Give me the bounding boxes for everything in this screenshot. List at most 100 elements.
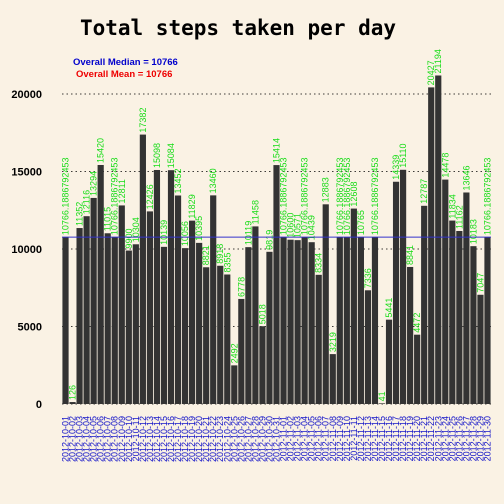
value-label: 14478 (440, 153, 450, 178)
x-tick-label: 2012-11-21 (419, 416, 429, 461)
value-label: 10395 (194, 216, 204, 241)
x-tick-label: 2012-10-22 (208, 416, 218, 462)
value-label: 4472 (412, 313, 422, 333)
bar (224, 274, 231, 404)
bar (392, 181, 400, 404)
x-tick-label: 2012-10-28 (250, 416, 260, 462)
bar (442, 179, 449, 404)
bar (315, 274, 322, 404)
bar (62, 237, 69, 404)
bar (287, 239, 294, 404)
bar (174, 195, 182, 404)
value-label: 8334 (314, 253, 324, 273)
value-label: 10600 (286, 213, 296, 238)
value-label: 10304 (131, 217, 141, 242)
x-tick-label: 2012-11-05 (307, 416, 317, 461)
x-tick-label: 2012-10-10 (124, 416, 134, 462)
x-tick-label: 2012-11-13 (363, 416, 373, 461)
value-label: 15110 (398, 143, 408, 167)
value-label: 10571 (293, 213, 303, 238)
bar (364, 290, 372, 404)
mean-annotation: Overall Mean = 10766 (76, 69, 172, 80)
value-label: 41 (377, 391, 387, 401)
bar (252, 226, 259, 404)
value-label: 10766.1886792453 (335, 158, 345, 236)
value-label: 10439 (307, 215, 317, 240)
value-label: 15414 (272, 138, 282, 163)
bar (217, 265, 224, 404)
bar (399, 169, 407, 404)
value-label: 8821 (201, 245, 211, 265)
value-label: 12608 (349, 182, 359, 207)
bar (421, 205, 428, 404)
x-tick-label: 2012-10-27 (243, 416, 253, 462)
value-label: 7336 (363, 268, 373, 288)
x-tick-label: 2012-10-02 (68, 416, 78, 462)
value-label: 10766.1886792453 (300, 158, 310, 236)
x-tick-label: 2012-11-15 (377, 416, 387, 461)
x-tick-label: 2012-10-15 (159, 416, 169, 462)
bar (414, 334, 421, 404)
x-tick-label: 2012-10-17 (173, 416, 183, 462)
bar (97, 164, 104, 404)
bar (203, 267, 210, 404)
bar (231, 365, 238, 404)
x-tick-label: 2012-10-01 (61, 416, 71, 462)
value-label: 7047 (475, 273, 485, 293)
x-tick-label: 2012-11-10 (342, 416, 352, 461)
value-label: 10766.1886792453 (482, 158, 492, 236)
x-tick-label: 2012-10-04 (82, 416, 92, 462)
value-label: 12787 (419, 179, 429, 204)
x-tick-label: 2012-11-26 (454, 416, 464, 461)
value-label: 12883 (321, 177, 331, 202)
bar (259, 326, 266, 404)
value-label: 12811 (117, 179, 127, 203)
x-axis: 2012-10-012012-10-022012-10-032012-10-04… (61, 416, 493, 462)
bar (301, 237, 308, 404)
x-tick-label: 2012-10-18 (180, 416, 190, 462)
x-tick-label: 2012-10-08 (110, 416, 120, 462)
x-tick-label: 2012-10-23 (215, 416, 225, 462)
x-tick-label: 2012-11-20 (412, 416, 422, 461)
bar (189, 220, 196, 404)
bar (378, 403, 386, 404)
x-tick-label: 2012-10-30 (264, 416, 274, 462)
x-tick-label: 2012-10-11 (131, 416, 141, 461)
bar (308, 242, 315, 404)
value-label: 10766.1886792453 (279, 158, 289, 236)
x-tick-label: 2012-11-16 (384, 416, 394, 461)
x-tick-label: 2012-11-14 (370, 416, 380, 461)
bar (280, 237, 287, 404)
x-tick-label: 2012-10-13 (145, 416, 155, 462)
value-label: 20427 (426, 60, 436, 85)
value-label: 11352 (75, 202, 85, 226)
value-label: 10765 (356, 210, 366, 235)
x-tick-label: 2012-11-27 (461, 416, 471, 461)
bar (470, 246, 477, 404)
bar (273, 165, 280, 404)
x-tick-label: 2012-11-11 (349, 416, 359, 461)
x-tick-label: 2012-11-28 (468, 416, 478, 461)
x-tick-label: 2012-10-14 (152, 416, 162, 462)
bar (371, 237, 379, 404)
bar (111, 237, 118, 404)
x-tick-label: 2012-10-16 (166, 416, 176, 462)
bar (69, 402, 76, 404)
y-tick-label: 20000 (11, 89, 42, 101)
y-axis: 0 5000 10000 15000 20000 (11, 89, 42, 411)
bar (435, 75, 442, 405)
value-label: 6778 (236, 277, 246, 297)
value-label: 8355 (222, 252, 232, 272)
bar (146, 211, 154, 404)
value-label: 15098 (152, 143, 162, 168)
x-tick-label: 2012-11-25 (447, 416, 457, 461)
x-tick-label: 2012-11-23 (433, 416, 443, 461)
bar (238, 298, 245, 404)
value-label: 5441 (384, 298, 394, 318)
value-label: 13646 (461, 165, 471, 190)
bar (456, 230, 463, 404)
x-tick-label: 2012-10-21 (201, 416, 211, 462)
bar (139, 134, 146, 405)
bars (62, 75, 491, 405)
bar (83, 216, 90, 404)
